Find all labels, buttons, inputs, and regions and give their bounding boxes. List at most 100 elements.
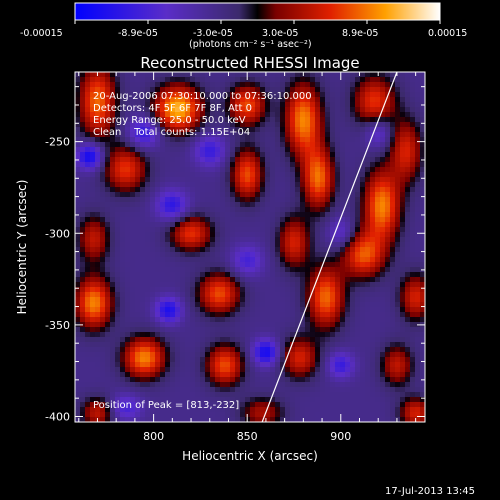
heatmap-cell xyxy=(225,167,231,173)
heatmap-cell xyxy=(225,392,231,398)
heatmap-cell xyxy=(205,357,211,363)
heatmap-cell xyxy=(365,107,371,113)
heatmap-cell xyxy=(290,152,296,158)
heatmap-cell xyxy=(350,257,356,263)
heatmap-cell xyxy=(230,182,236,188)
heatmap-cell xyxy=(205,227,211,233)
heatmap-cell xyxy=(115,117,121,123)
heatmap-cell xyxy=(155,352,161,358)
heatmap-cell xyxy=(420,357,425,363)
heatmap-cell xyxy=(260,107,266,113)
heatmap-cell xyxy=(415,342,421,348)
heatmap-cell xyxy=(400,282,406,288)
heatmap-cell xyxy=(420,192,425,198)
heatmap-cell xyxy=(350,207,356,213)
heatmap-cell xyxy=(260,142,266,148)
heatmap-cell xyxy=(410,332,416,338)
heatmap-cell xyxy=(360,257,366,263)
heatmap-cell xyxy=(325,122,331,128)
heatmap-cell xyxy=(270,347,276,353)
heatmap-cell xyxy=(135,227,141,233)
heatmap-cell xyxy=(160,357,166,363)
heatmap-cell xyxy=(300,177,306,183)
heatmap-cell xyxy=(315,397,321,403)
heatmap-cell xyxy=(275,137,281,143)
heatmap-cell xyxy=(115,357,121,363)
heatmap-cell xyxy=(210,232,216,238)
heatmap-cell xyxy=(110,347,116,353)
heatmap-cell xyxy=(355,207,361,213)
heatmap-cell xyxy=(130,317,136,323)
heatmap-cell xyxy=(85,367,91,373)
heatmap-cell xyxy=(160,112,166,118)
heatmap-cell xyxy=(105,132,111,138)
heatmap-cell xyxy=(155,322,161,328)
heatmap-cell xyxy=(395,112,401,118)
heatmap-cell xyxy=(115,312,121,318)
heatmap-cell xyxy=(420,287,425,293)
heatmap-cell xyxy=(175,137,181,143)
heatmap-cell xyxy=(395,87,401,93)
heatmap-cell xyxy=(250,342,256,348)
heatmap-cell xyxy=(270,182,276,188)
heatmap-cell xyxy=(275,352,281,358)
heatmap-cell xyxy=(285,277,291,283)
heatmap-cell xyxy=(115,122,121,128)
heatmap-cell xyxy=(380,147,386,153)
heatmap-cell xyxy=(140,87,146,93)
heatmap-cell xyxy=(400,232,406,238)
heatmap-cell xyxy=(185,237,191,243)
heatmap-cell xyxy=(320,217,326,223)
heatmap-cell xyxy=(160,332,166,338)
heatmap-cell xyxy=(200,382,206,388)
heatmap-cell xyxy=(395,137,401,143)
heatmap-cell xyxy=(375,372,381,378)
heatmap-cell xyxy=(160,407,166,413)
heatmap-cell xyxy=(240,187,246,193)
heatmap-cell xyxy=(95,397,101,403)
heatmap-cell xyxy=(120,87,126,93)
heatmap-cell xyxy=(220,172,226,178)
heatmap-cell xyxy=(275,247,281,253)
heatmap-cell xyxy=(395,272,401,278)
heatmap-cell xyxy=(120,132,126,138)
heatmap-cell xyxy=(190,332,196,338)
heatmap-cell xyxy=(300,247,306,253)
heatmap-cell xyxy=(330,342,336,348)
heatmap-cell xyxy=(110,122,116,128)
heatmap-cell xyxy=(95,207,101,213)
heatmap-cell xyxy=(335,387,341,393)
heatmap-cell xyxy=(225,197,231,203)
heatmap-cell xyxy=(145,232,151,238)
heatmap-cell xyxy=(380,77,386,83)
heatmap-cell xyxy=(410,207,416,213)
heatmap-cell xyxy=(80,177,86,183)
heatmap-cell xyxy=(160,387,166,393)
heatmap-cell xyxy=(370,187,376,193)
heatmap-cell xyxy=(150,412,156,418)
heatmap-cell xyxy=(80,312,86,318)
heatmap-cell xyxy=(290,382,296,388)
heatmap-cell xyxy=(175,232,181,238)
heatmap-cell xyxy=(360,232,366,238)
heatmap-cell xyxy=(365,317,371,323)
heatmap-cell xyxy=(275,342,281,348)
heatmap-cell xyxy=(320,207,326,213)
heatmap-cell xyxy=(400,152,406,158)
heatmap-cell xyxy=(395,397,401,403)
heatmap-cell xyxy=(335,267,341,273)
heatmap-cell xyxy=(380,207,386,213)
heatmap-cell xyxy=(250,157,256,163)
heatmap-cell xyxy=(130,417,136,422)
heatmap-cell xyxy=(210,137,216,143)
heatmap-cell xyxy=(125,237,131,243)
heatmap-cell xyxy=(305,352,311,358)
heatmap-cell xyxy=(235,222,241,228)
heatmap-cell xyxy=(415,222,421,228)
heatmap-cell xyxy=(315,272,321,278)
heatmap-cell xyxy=(150,417,156,422)
heatmap-cell xyxy=(215,227,221,233)
heatmap-cell xyxy=(145,87,151,93)
heatmap-cell xyxy=(165,192,171,198)
heatmap-cell xyxy=(265,227,271,233)
